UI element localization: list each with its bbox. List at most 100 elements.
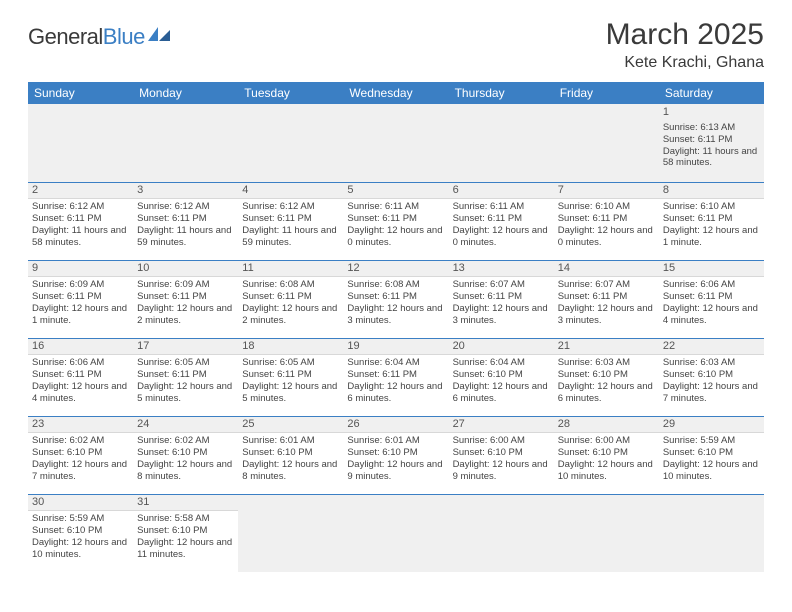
- calendar-cell: [343, 104, 448, 182]
- day-info: Sunrise: 6:08 AMSunset: 6:11 PMDaylight:…: [347, 279, 444, 327]
- day-info: Sunrise: 6:06 AMSunset: 6:11 PMDaylight:…: [32, 357, 129, 405]
- logo-word2: Blue: [103, 24, 145, 49]
- day-info: Sunrise: 6:07 AMSunset: 6:11 PMDaylight:…: [558, 279, 655, 327]
- day-number: 8: [659, 183, 764, 200]
- weekday-header: Friday: [554, 82, 659, 104]
- title-block: March 2025 Kete Krachi, Ghana: [606, 18, 764, 72]
- day-info: Sunrise: 6:06 AMSunset: 6:11 PMDaylight:…: [663, 279, 760, 327]
- day-info: Sunrise: 6:12 AMSunset: 6:11 PMDaylight:…: [137, 201, 234, 249]
- calendar-cell: 26Sunrise: 6:01 AMSunset: 6:10 PMDayligh…: [343, 416, 448, 494]
- day-number: 19: [343, 339, 448, 356]
- calendar-cell: 27Sunrise: 6:00 AMSunset: 6:10 PMDayligh…: [449, 416, 554, 494]
- day-number: 17: [133, 339, 238, 356]
- calendar-cell: 16Sunrise: 6:06 AMSunset: 6:11 PMDayligh…: [28, 338, 133, 416]
- calendar-week-row: 23Sunrise: 6:02 AMSunset: 6:10 PMDayligh…: [28, 416, 764, 494]
- day-number: 28: [554, 417, 659, 434]
- calendar-cell: [449, 104, 554, 182]
- day-number: 22: [659, 339, 764, 356]
- calendar-cell: 29Sunrise: 5:59 AMSunset: 6:10 PMDayligh…: [659, 416, 764, 494]
- weekday-header: Thursday: [449, 82, 554, 104]
- calendar-cell: 11Sunrise: 6:08 AMSunset: 6:11 PMDayligh…: [238, 260, 343, 338]
- weekday-header: Sunday: [28, 82, 133, 104]
- day-number: 3: [133, 183, 238, 200]
- calendar-cell: 12Sunrise: 6:08 AMSunset: 6:11 PMDayligh…: [343, 260, 448, 338]
- calendar-cell: 21Sunrise: 6:03 AMSunset: 6:10 PMDayligh…: [554, 338, 659, 416]
- calendar-cell: 15Sunrise: 6:06 AMSunset: 6:11 PMDayligh…: [659, 260, 764, 338]
- calendar-cell: 18Sunrise: 6:05 AMSunset: 6:11 PMDayligh…: [238, 338, 343, 416]
- day-info: Sunrise: 6:08 AMSunset: 6:11 PMDaylight:…: [242, 279, 339, 327]
- day-info: Sunrise: 6:10 AMSunset: 6:11 PMDaylight:…: [558, 201, 655, 249]
- calendar-cell: 28Sunrise: 6:00 AMSunset: 6:10 PMDayligh…: [554, 416, 659, 494]
- day-number: 10: [133, 261, 238, 278]
- calendar-week-row: 1Sunrise: 6:13 AMSunset: 6:11 PMDaylight…: [28, 104, 764, 182]
- weekday-header: Tuesday: [238, 82, 343, 104]
- day-number: 27: [449, 417, 554, 434]
- day-number: 5: [343, 183, 448, 200]
- day-info: Sunrise: 6:03 AMSunset: 6:10 PMDaylight:…: [558, 357, 655, 405]
- weekday-header-row: SundayMondayTuesdayWednesdayThursdayFrid…: [28, 82, 764, 104]
- calendar-cell: [238, 494, 343, 572]
- calendar-week-row: 9Sunrise: 6:09 AMSunset: 6:11 PMDaylight…: [28, 260, 764, 338]
- day-number: 16: [28, 339, 133, 356]
- day-info: Sunrise: 6:05 AMSunset: 6:11 PMDaylight:…: [242, 357, 339, 405]
- calendar-week-row: 30Sunrise: 5:59 AMSunset: 6:10 PMDayligh…: [28, 494, 764, 572]
- day-number: 11: [238, 261, 343, 278]
- day-number: 18: [238, 339, 343, 356]
- calendar-cell: 20Sunrise: 6:04 AMSunset: 6:10 PMDayligh…: [449, 338, 554, 416]
- calendar-cell: 23Sunrise: 6:02 AMSunset: 6:10 PMDayligh…: [28, 416, 133, 494]
- day-number: 4: [238, 183, 343, 200]
- day-number: 1: [663, 106, 760, 122]
- day-info: Sunrise: 6:03 AMSunset: 6:10 PMDaylight:…: [663, 357, 760, 405]
- day-info: Sunrise: 6:00 AMSunset: 6:10 PMDaylight:…: [453, 435, 550, 483]
- calendar-cell: 19Sunrise: 6:04 AMSunset: 6:11 PMDayligh…: [343, 338, 448, 416]
- day-info: Sunrise: 6:09 AMSunset: 6:11 PMDaylight:…: [137, 279, 234, 327]
- day-info: Sunrise: 6:04 AMSunset: 6:11 PMDaylight:…: [347, 357, 444, 405]
- day-info: Sunrise: 6:04 AMSunset: 6:10 PMDaylight:…: [453, 357, 550, 405]
- calendar-cell: 7Sunrise: 6:10 AMSunset: 6:11 PMDaylight…: [554, 182, 659, 260]
- calendar-cell: 1Sunrise: 6:13 AMSunset: 6:11 PMDaylight…: [659, 104, 764, 182]
- day-info: Sunrise: 6:10 AMSunset: 6:11 PMDaylight:…: [663, 201, 760, 249]
- calendar-week-row: 2Sunrise: 6:12 AMSunset: 6:11 PMDaylight…: [28, 182, 764, 260]
- day-info: Sunrise: 6:01 AMSunset: 6:10 PMDaylight:…: [347, 435, 444, 483]
- day-number: 7: [554, 183, 659, 200]
- day-info: Sunrise: 5:59 AMSunset: 6:10 PMDaylight:…: [663, 435, 760, 483]
- calendar-cell: 17Sunrise: 6:05 AMSunset: 6:11 PMDayligh…: [133, 338, 238, 416]
- calendar-cell: [133, 104, 238, 182]
- day-number: 14: [554, 261, 659, 278]
- calendar-cell: [554, 104, 659, 182]
- day-number: 9: [28, 261, 133, 278]
- day-number: 15: [659, 261, 764, 278]
- calendar-cell: 5Sunrise: 6:11 AMSunset: 6:11 PMDaylight…: [343, 182, 448, 260]
- day-number: 23: [28, 417, 133, 434]
- day-info: Sunrise: 6:02 AMSunset: 6:10 PMDaylight:…: [137, 435, 234, 483]
- sail-icon: [148, 27, 170, 41]
- calendar-cell: [343, 494, 448, 572]
- day-info: Sunrise: 6:07 AMSunset: 6:11 PMDaylight:…: [453, 279, 550, 327]
- day-number: 2: [28, 183, 133, 200]
- day-number: 29: [659, 417, 764, 434]
- day-number: 13: [449, 261, 554, 278]
- month-title: March 2025: [606, 18, 764, 52]
- header: GeneralBlue March 2025 Kete Krachi, Ghan…: [28, 18, 764, 72]
- calendar-cell: [659, 494, 764, 572]
- calendar-cell: 8Sunrise: 6:10 AMSunset: 6:11 PMDaylight…: [659, 182, 764, 260]
- logo: GeneralBlue: [28, 24, 170, 50]
- calendar-cell: 6Sunrise: 6:11 AMSunset: 6:11 PMDaylight…: [449, 182, 554, 260]
- logo-text: GeneralBlue: [28, 24, 145, 50]
- day-info: Sunrise: 5:58 AMSunset: 6:10 PMDaylight:…: [137, 513, 234, 561]
- calendar-week-row: 16Sunrise: 6:06 AMSunset: 6:11 PMDayligh…: [28, 338, 764, 416]
- day-info: Sunrise: 6:01 AMSunset: 6:10 PMDaylight:…: [242, 435, 339, 483]
- day-number: 30: [28, 495, 133, 512]
- calendar-cell: 14Sunrise: 6:07 AMSunset: 6:11 PMDayligh…: [554, 260, 659, 338]
- day-info: Sunrise: 5:59 AMSunset: 6:10 PMDaylight:…: [32, 513, 129, 561]
- calendar-cell: 10Sunrise: 6:09 AMSunset: 6:11 PMDayligh…: [133, 260, 238, 338]
- day-info: Sunrise: 6:11 AMSunset: 6:11 PMDaylight:…: [347, 201, 444, 249]
- day-info: Sunrise: 6:11 AMSunset: 6:11 PMDaylight:…: [453, 201, 550, 249]
- calendar-cell: [238, 104, 343, 182]
- day-info: Sunrise: 6:12 AMSunset: 6:11 PMDaylight:…: [32, 201, 129, 249]
- day-number: 31: [133, 495, 238, 512]
- day-info: Sunrise: 6:05 AMSunset: 6:11 PMDaylight:…: [137, 357, 234, 405]
- calendar-cell: [554, 494, 659, 572]
- calendar-cell: 4Sunrise: 6:12 AMSunset: 6:11 PMDaylight…: [238, 182, 343, 260]
- calendar-cell: 9Sunrise: 6:09 AMSunset: 6:11 PMDaylight…: [28, 260, 133, 338]
